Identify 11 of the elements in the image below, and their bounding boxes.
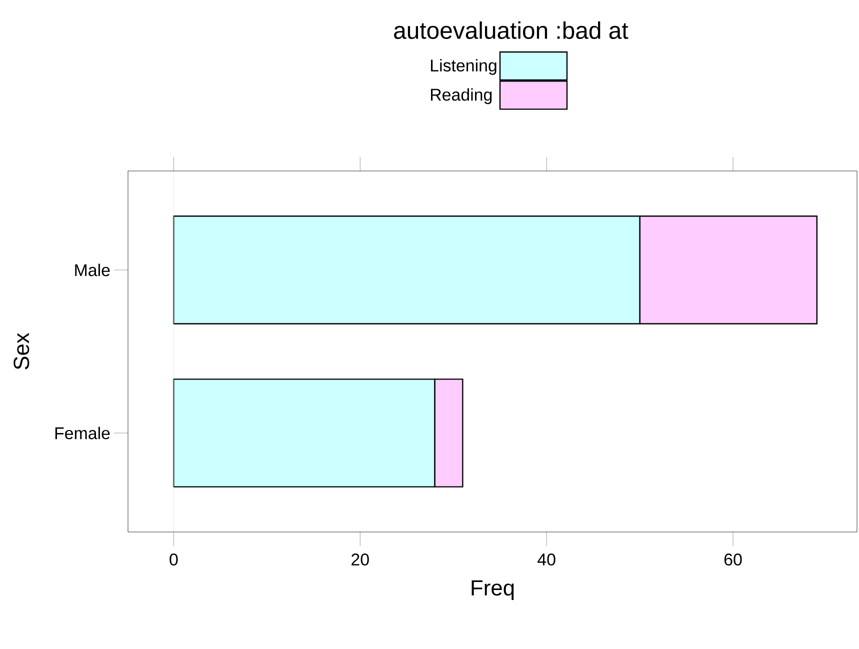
- legend-title: autoevaluation :bad at: [394, 21, 628, 39]
- y-tick-label: Female: [55, 426, 110, 440]
- y-axis-title: Sex: [14, 332, 30, 370]
- x-axis-title: Freq: [472, 580, 514, 600]
- legend-label: Listening: [431, 59, 496, 75]
- x-tick-label: 20: [352, 554, 369, 566]
- x-tick-label: 0: [170, 554, 178, 566]
- legend-label: Reading: [431, 88, 492, 104]
- x-tick-label: 40: [538, 554, 556, 566]
- y-tick-label: Male: [75, 264, 110, 276]
- x-tick-label: 60: [724, 554, 742, 566]
